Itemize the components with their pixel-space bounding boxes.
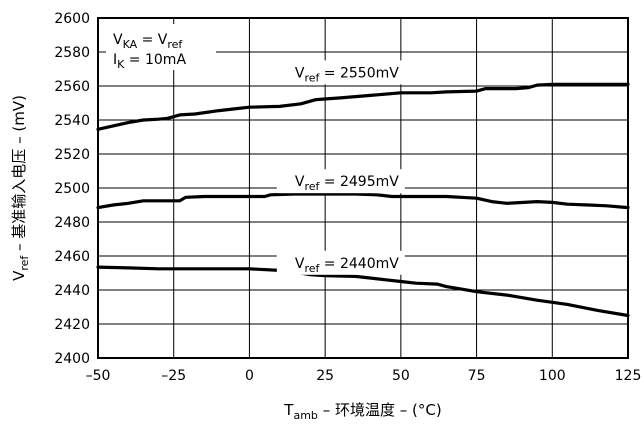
series-label-2: Vref = 2495mV [295,174,399,193]
x-tick-label: 125 [615,368,642,384]
series-line-3 [96,265,630,318]
y-tick-label: 2560 [54,79,90,95]
x-tick-label: 0 [245,368,254,384]
y-tick-label: 2440 [54,283,90,299]
y-tick-label: 2540 [54,113,90,129]
series-lines [96,82,630,318]
series-line-1 [96,82,630,131]
plot-frame [97,17,629,359]
series-line-2 [96,192,630,210]
x-tick-label: 100 [539,368,566,384]
series-labels: Vref = 2550mV Vref = 2495mV Vref = 2440mV [276,60,405,275]
y-tick-label: 2600 [54,11,90,27]
series-label-background [276,169,405,194]
x-tick-label: –50 [86,368,111,384]
series-label-background [276,60,405,85]
x-tick-label: 75 [468,368,486,384]
y-tick-label: 2480 [54,215,90,231]
tick-labels: –50 –25 0 25 50 75 100 125 2400 2420 2440 2460 2480 2… [54,11,641,384]
y-tick-label: 2580 [54,45,90,61]
y-tick-label: 2420 [54,317,90,333]
condition-line-1: VKA = Vref [113,32,183,51]
series-label-1: Vref = 2550mV [295,65,399,84]
y-tick-label: 2460 [54,249,90,265]
y-axis-title: Vref – 基准输入电压 – (mV) [10,95,31,281]
x-tick-label: 50 [392,368,410,384]
conditions-background [106,24,216,70]
y-tick-label: 2400 [54,351,90,367]
series-label-background [276,250,405,275]
series-label-3: Vref = 2440mV [295,256,399,275]
y-tick-label: 2520 [54,147,90,163]
y-tick-label: 2500 [54,181,90,197]
x-tick-label: 25 [316,368,334,384]
x-axis-title: Tamb – 环境温度 – (°C) [283,401,441,422]
x-tick-label: –25 [161,368,186,384]
condition-line-2: IK = 10mA [113,52,186,71]
